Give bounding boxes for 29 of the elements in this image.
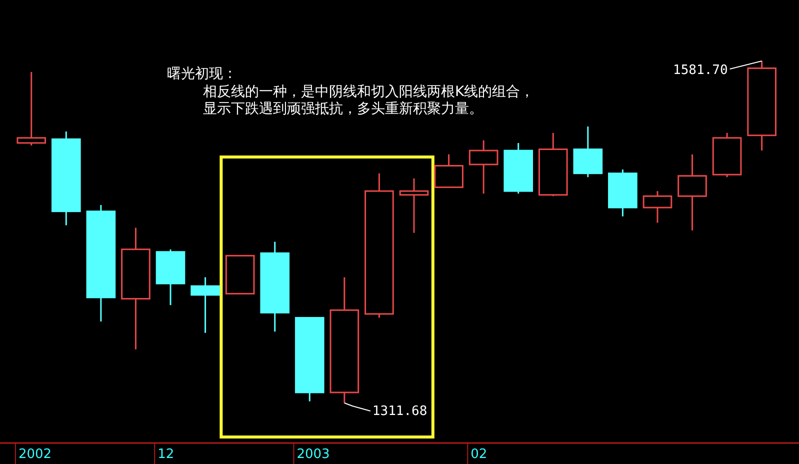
annotation: 相反线的一种，是中阴线和切入阳线两根K线的组合， (203, 84, 534, 100)
candlestick (294, 316, 324, 402)
candlestick (121, 227, 150, 350)
candlestick (608, 168, 638, 218)
candlestick (330, 276, 360, 404)
candlestick (260, 240, 290, 332)
annotation: 1581.70 (673, 63, 728, 78)
chart-title: 曙光初现： (167, 66, 237, 82)
candlestick (678, 154, 707, 232)
candlestick (468, 140, 498, 194)
x-tick-label: 2003 (296, 447, 330, 462)
candlestick (190, 276, 220, 334)
candlestick (642, 190, 672, 224)
candlestick (538, 132, 568, 197)
annotation: 显示下跌遇到顽强抵抗，多头重新积聚力量。 (203, 101, 483, 117)
x-tick-label: 12 (158, 447, 174, 462)
x-tick-label: 02 (470, 447, 488, 462)
candlestick (434, 154, 464, 188)
candlestick (399, 178, 429, 234)
candlestick (16, 71, 46, 146)
candlestick (156, 248, 186, 306)
candlestick (747, 60, 776, 152)
candlestick (364, 172, 394, 318)
candlestick (504, 142, 534, 194)
candlestick (573, 126, 603, 178)
candlestick (86, 204, 116, 322)
x-tick-label: 2002 (18, 447, 52, 462)
candlestick (51, 130, 81, 226)
text: 1311.68 (372, 404, 428, 419)
